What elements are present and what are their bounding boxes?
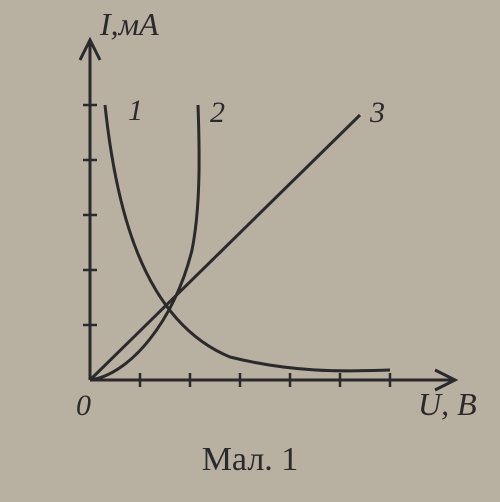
curve-3 bbox=[90, 115, 360, 380]
curve-2-label: 2 bbox=[210, 96, 225, 129]
curve-1-label: 1 bbox=[128, 94, 143, 127]
chart-container: I,мA U, B 0 1 2 3 Мал. 1 bbox=[0, 0, 500, 502]
chart-svg: I,мA U, B 0 1 2 3 Мал. 1 bbox=[0, 0, 500, 502]
x-axis-label: U, B bbox=[418, 386, 477, 422]
curve-1 bbox=[105, 105, 390, 371]
curve-2 bbox=[90, 105, 199, 380]
chart-caption: Мал. 1 bbox=[202, 441, 299, 478]
curve-3-label: 3 bbox=[369, 96, 385, 129]
origin-label: 0 bbox=[76, 389, 91, 422]
y-axis-label: I,мA bbox=[99, 6, 159, 42]
